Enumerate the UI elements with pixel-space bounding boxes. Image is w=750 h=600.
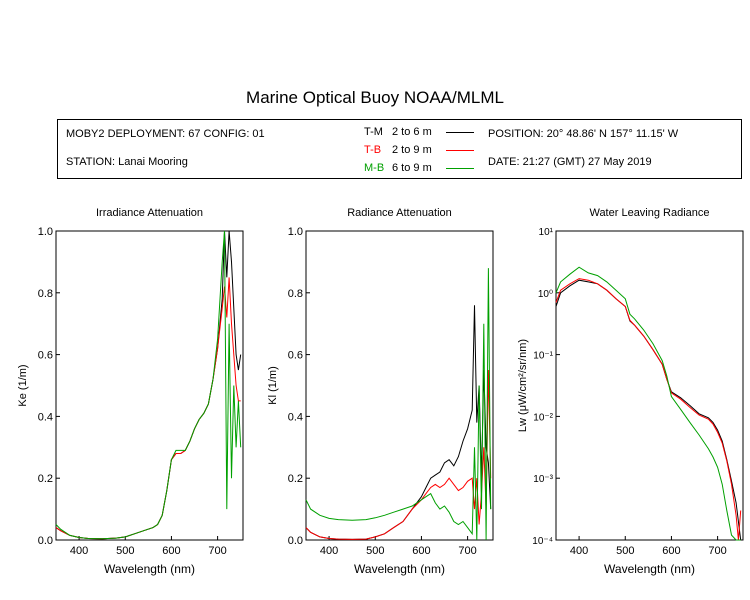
- deployment-info-box: MOBY2 DEPLOYMENT: 67 CONFIG: 01 STATION:…: [57, 119, 742, 179]
- y-tick-label: 0.2: [288, 473, 303, 485]
- series-line-t-b: [55, 277, 241, 540]
- series-line-t-m: [305, 305, 492, 540]
- position-label: POSITION: 20° 48.86' N 157° 11.15' W: [488, 128, 679, 140]
- y-tick-label: 0.0: [288, 535, 303, 547]
- deployment-label: MOBY2 DEPLOYMENT: 67 CONFIG: 01: [66, 128, 265, 140]
- x-tick-label: 700: [208, 545, 226, 557]
- y-axis-label: Kl (1/m): [267, 366, 279, 405]
- y-tick-label: 0.4: [38, 411, 53, 423]
- y-tick-label: 0.2: [38, 473, 53, 485]
- legend-range-tb: 2 to 9 m: [392, 144, 432, 156]
- legend-line-mb: [446, 168, 474, 169]
- y-tick-label: 10⁻³: [533, 474, 553, 485]
- y-tick-label: 10⁻²: [533, 412, 553, 423]
- x-tick-label: 400: [320, 545, 338, 557]
- legend-line-tb: [446, 150, 474, 151]
- y-tick-label: 0.0: [38, 535, 53, 547]
- y-tick-label: 1.0: [38, 226, 53, 238]
- x-axis-label: Wavelength (nm): [354, 562, 445, 576]
- y-tick-label: 0.6: [38, 350, 53, 362]
- x-axis-label: Wavelength (nm): [104, 562, 195, 576]
- x-tick-label: 500: [116, 545, 134, 557]
- series-line-m-b: [305, 268, 492, 541]
- chart-title: Radiance Attenuation: [347, 207, 452, 219]
- legend-range-mb: 6 to 9 m: [392, 162, 432, 174]
- x-tick-label: 600: [162, 545, 180, 557]
- series-line-m-b: [555, 266, 741, 541]
- plot-frame: [305, 230, 494, 541]
- y-tick-label: 10⁻⁴: [532, 536, 553, 547]
- y-tick-label: 1.0: [288, 226, 303, 238]
- chart-title: Irradiance Attenuation: [96, 207, 203, 219]
- x-tick-label: 500: [616, 545, 634, 557]
- plot-frame: [55, 230, 244, 541]
- station-label: STATION: Lanai Mooring: [66, 156, 188, 168]
- plot-frame: [555, 230, 744, 541]
- y-tick-label: 0.6: [288, 350, 303, 362]
- y-tick-label: 0.8: [38, 288, 53, 300]
- legend-range-tm: 2 to 6 m: [392, 126, 432, 138]
- y-tick-label: 10⁻¹: [533, 351, 553, 362]
- page-title: Marine Optical Buoy NOAA/MLML: [246, 88, 504, 107]
- chart-title: Water Leaving Radiance: [589, 207, 709, 219]
- y-tick-label: 0.4: [288, 411, 303, 423]
- x-tick-label: 700: [708, 545, 726, 557]
- series-line-t-b: [555, 278, 742, 541]
- y-axis-label: Ke (1/m): [17, 364, 29, 406]
- x-tick-label: 600: [662, 545, 680, 557]
- x-tick-label: 700: [458, 545, 476, 557]
- x-tick-label: 400: [570, 545, 588, 557]
- legend-code-tm: T-M: [364, 126, 383, 138]
- legend-line-tm: [446, 132, 474, 133]
- series-line-t-m: [55, 230, 242, 540]
- date-label: DATE: 21:27 (GMT) 27 May 2019: [488, 156, 652, 168]
- y-tick-label: 0.8: [288, 288, 303, 300]
- y-tick-label: 10¹: [539, 227, 554, 238]
- x-axis-label: Wavelength (nm): [604, 562, 695, 576]
- legend-code-tb: T-B: [364, 144, 382, 156]
- x-tick-label: 600: [412, 545, 430, 557]
- x-tick-label: 400: [70, 545, 88, 557]
- legend-code-mb: M-B: [364, 162, 385, 174]
- series-line-t-b: [305, 369, 492, 540]
- series-line-m-b: [55, 230, 242, 540]
- x-tick-label: 500: [366, 545, 384, 557]
- y-tick-label: 10⁰: [538, 289, 553, 300]
- y-axis-label: Lw (μW/cm²/sr/nm): [517, 339, 529, 432]
- series-line-t-m: [555, 279, 742, 541]
